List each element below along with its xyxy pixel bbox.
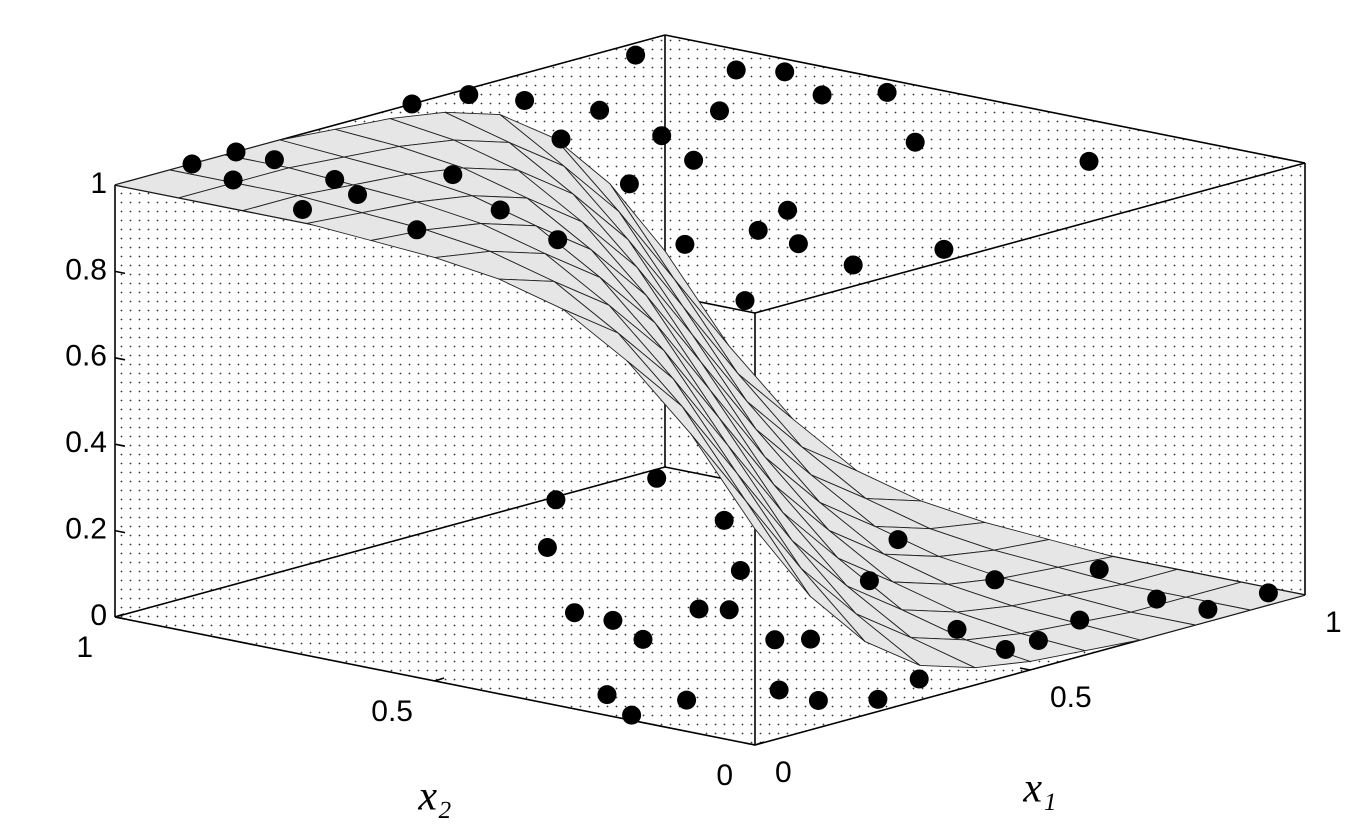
data-point	[223, 170, 243, 190]
data-point	[325, 170, 345, 189]
z-tick-label: 0.2	[65, 513, 107, 546]
data-point	[719, 600, 739, 620]
y-axis-label: x₂	[417, 774, 451, 820]
data-point	[1147, 589, 1167, 609]
data-point	[1258, 583, 1278, 603]
data-point	[182, 154, 202, 174]
data-point	[407, 220, 427, 240]
data-point	[515, 91, 535, 110]
data-point	[633, 629, 653, 649]
data-point	[730, 561, 750, 580]
data-point	[603, 610, 623, 630]
y-tick	[434, 677, 445, 682]
z-tick-label: 1	[90, 167, 107, 200]
data-point	[546, 490, 566, 510]
z-tick-label: 0.4	[65, 426, 107, 459]
x-axis-label: x₁	[1022, 766, 1056, 812]
x-tick	[1019, 667, 1031, 671]
y-tick	[754, 741, 765, 746]
box-edge	[754, 162, 1306, 314]
data-point	[934, 239, 954, 259]
data-point	[1028, 631, 1048, 650]
data-point	[548, 230, 568, 250]
data-point	[788, 234, 808, 254]
data-point	[226, 142, 246, 162]
data-point	[714, 510, 734, 530]
z-tick	[114, 270, 126, 275]
z-tick	[114, 443, 126, 447]
data-point	[909, 669, 929, 689]
data-point	[348, 185, 367, 204]
data-point	[812, 85, 832, 105]
data-point	[778, 200, 798, 220]
z-tick-label: 0	[90, 599, 107, 632]
data-point	[677, 690, 697, 710]
data-point	[710, 101, 729, 121]
data-point	[775, 62, 795, 82]
data-point	[264, 150, 284, 170]
data-point	[490, 200, 510, 220]
data-point	[459, 85, 479, 105]
data-point	[626, 45, 646, 65]
data-point	[597, 685, 617, 705]
data-point	[735, 291, 755, 311]
data-point	[995, 640, 1015, 659]
data-point	[675, 234, 695, 254]
x-tick-label: 1	[1325, 606, 1342, 639]
z-tick	[114, 529, 126, 534]
data-point	[1079, 151, 1099, 171]
data-point	[801, 629, 820, 649]
data-point	[1089, 559, 1109, 579]
data-point	[888, 530, 908, 550]
data-point	[443, 165, 463, 185]
y-tick-label: 1	[76, 631, 93, 664]
data-point	[748, 220, 768, 240]
y-tick	[114, 613, 125, 618]
data-point	[877, 82, 897, 102]
data-point	[622, 705, 642, 725]
data-point	[537, 538, 557, 557]
z-tick-label: 0.8	[65, 253, 107, 286]
y-tick-label: 0.5	[371, 695, 413, 728]
data-point	[726, 60, 746, 80]
data-point	[843, 255, 863, 275]
data-point	[590, 100, 610, 120]
data-point	[1070, 610, 1090, 630]
x-tick-label: 0	[775, 756, 792, 789]
data-point	[1198, 599, 1218, 619]
data-point	[565, 603, 584, 623]
scatter-points	[182, 45, 1278, 725]
z-tick	[114, 616, 126, 620]
data-point	[765, 630, 785, 650]
data-point	[985, 570, 1005, 590]
z-tick	[114, 357, 126, 361]
data-point	[947, 619, 967, 639]
data-point	[689, 599, 709, 619]
data-point	[551, 129, 571, 149]
x-tick	[744, 742, 756, 746]
data-point	[684, 150, 704, 170]
x-tick-label: 0.5	[1050, 681, 1092, 714]
data-point	[619, 174, 639, 194]
data-point	[769, 680, 789, 700]
box-edge	[114, 466, 666, 618]
surface-patch	[690, 433, 811, 597]
z-tick-label: 0.6	[65, 340, 107, 373]
data-point	[859, 571, 879, 591]
data-point	[905, 132, 925, 152]
data-point	[402, 94, 422, 114]
data-point	[647, 468, 667, 488]
y-tick-label: 0	[716, 759, 733, 792]
box-edge	[664, 34, 1306, 164]
data-point	[808, 691, 828, 710]
data-point	[868, 689, 888, 709]
data-point	[652, 126, 672, 146]
data-point	[293, 200, 312, 219]
